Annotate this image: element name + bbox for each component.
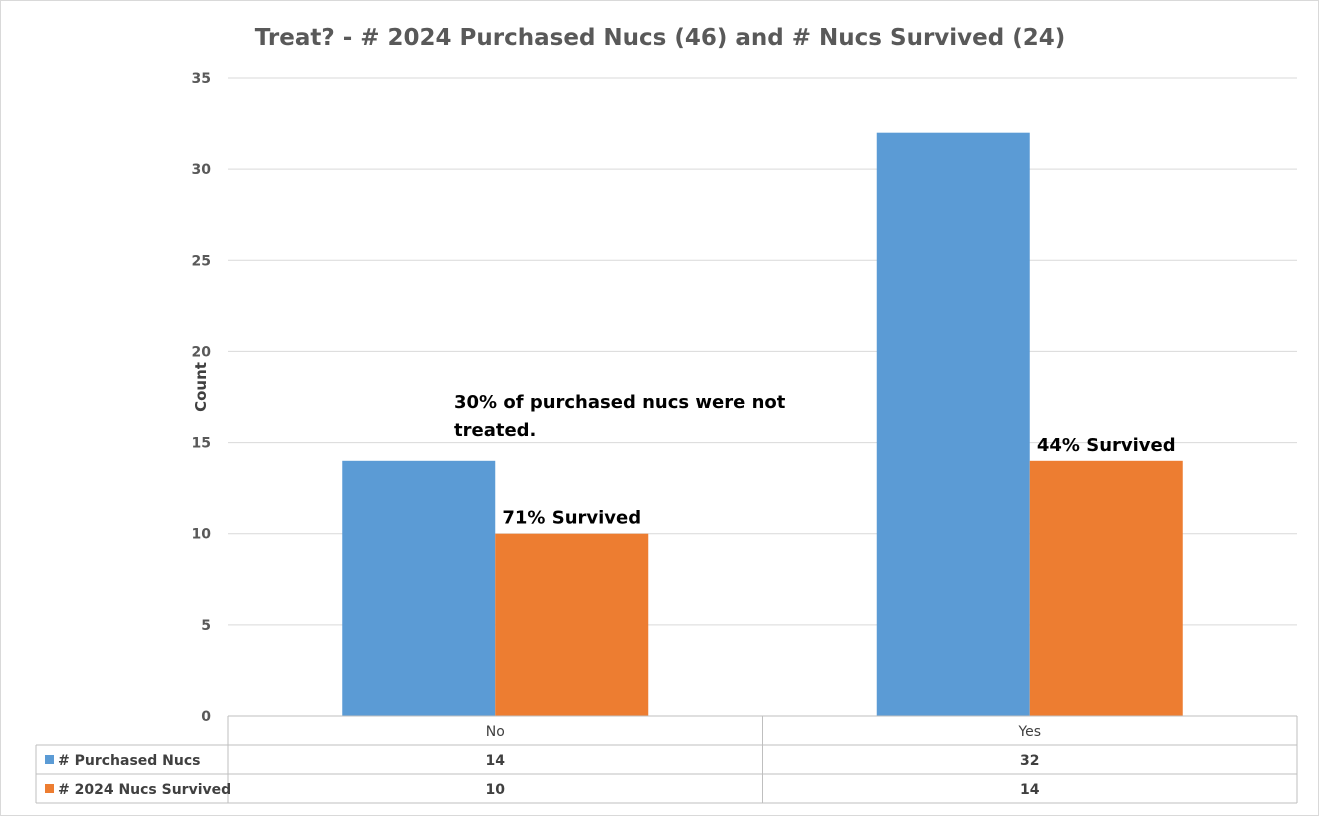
y-axis-ticks: 0 5 10 15 20 25 30 35 [192, 71, 212, 725]
y-axis-label: Count [192, 362, 210, 412]
legend-swatch [45, 755, 54, 764]
y-tick-label: 10 [192, 527, 212, 543]
y-tick-label: 0 [201, 709, 211, 725]
annotation-line: treated. [454, 420, 536, 441]
bar-survived-no [495, 533, 649, 716]
x-category-label: No [486, 724, 505, 740]
y-tick-label: 25 [192, 253, 211, 269]
y-tick-label: 5 [201, 618, 211, 634]
bar-survived-yes [1029, 460, 1183, 716]
legend-swatch [45, 784, 54, 793]
data-labels: 71% Survived 44% Survived [502, 435, 1175, 529]
y-tick-label: 30 [192, 162, 212, 178]
y-tick-label: 20 [192, 344, 212, 360]
table-value: 14 [1020, 782, 1040, 798]
x-category-label: Yes [1017, 724, 1041, 740]
legend-label: # Purchased Nucs [58, 753, 201, 769]
data-label: 71% Survived [502, 508, 641, 529]
data-label: 44% Survived [1037, 435, 1176, 456]
annotation-line: 30% of purchased nucs were not [454, 392, 786, 413]
y-tick-label: 15 [192, 436, 211, 452]
bars [342, 132, 1183, 716]
chart-title: Treat? - # 2024 Purchased Nucs (46) and … [255, 25, 1066, 51]
annotation: 30% of purchased nucs were not treated. [454, 392, 786, 441]
table-value: 32 [1020, 753, 1039, 769]
bar-purchased-no [342, 460, 496, 716]
table-value: 14 [486, 753, 506, 769]
legend-label: # 2024 Nucs Survived [58, 782, 231, 798]
y-tick-label: 35 [192, 71, 211, 87]
bar-purchased-yes [876, 132, 1030, 716]
data-table: No Yes # Purchased Nucs 14 32 # 2024 Nucs Sur… [35, 715, 1298, 804]
table-value: 10 [486, 782, 506, 798]
